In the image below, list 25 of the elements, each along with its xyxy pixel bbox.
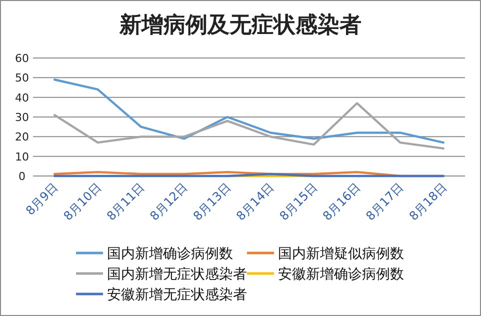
x-tick-label: 8月15日 [276,180,320,224]
legend-label: 国内新增无症状感染者 [107,266,247,282]
x-tick-label: 8月13日 [190,180,234,224]
y-tick-label: 20 [15,130,29,144]
chart-title: 新增病例及无症状感染者 [118,12,362,38]
line-series [54,78,444,144]
line-series [54,102,444,150]
legend-label: 安徽新增无症状感染者 [107,287,247,303]
x-tick-label: 8月16日 [320,180,364,224]
legend-label: 国内新增确诊病例数 [107,246,233,262]
x-tick-label: 8月14日 [234,180,277,224]
x-tick-label: 8月9日 [23,180,61,218]
y-tick-label: 40 [15,91,29,104]
y-tick-label: 50 [15,72,29,85]
x-tick-label: 8月10日 [60,180,104,224]
y-tick-label: 0 [18,170,26,183]
legend-label: 国内新增疑似病例数 [278,246,404,262]
y-tick-label: 30 [15,111,29,124]
x-tick-label: 8月12日 [147,180,190,224]
x-tick-label: 8月18日 [406,180,450,224]
y-tick-label: 60 [15,52,29,65]
x-tick-label: 8月17日 [363,180,406,224]
x-tick-label: 8月11日 [104,180,148,224]
legend-label: 安徽新增确诊病例数 [278,266,404,282]
y-tick-label: 10 [15,150,29,164]
